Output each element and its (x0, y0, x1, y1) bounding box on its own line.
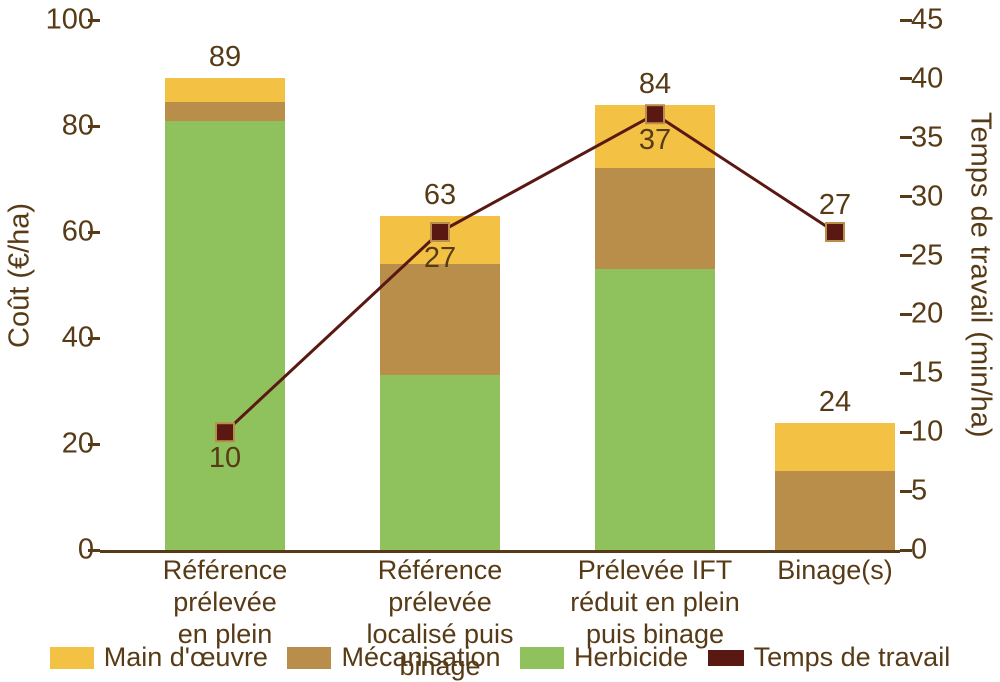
y2-tick-mark (900, 490, 912, 493)
y2-tick-mark (900, 431, 912, 434)
y2-tick-mark (900, 372, 912, 375)
y1-tick-mark (88, 19, 100, 22)
y2-tick: 10 (905, 418, 960, 447)
chart-container: Coût (€/ha) Temps de travail (min/ha) 02… (0, 0, 1000, 681)
y1-tick-mark (88, 549, 100, 552)
trend-line (225, 114, 835, 432)
y1-tick-mark (88, 231, 100, 234)
legend-swatch (287, 647, 331, 669)
line-value-label: 27 (424, 244, 456, 273)
y2-ticks: 051015202530354045 (905, 20, 960, 550)
category-label: Prélevée IFTréduit en pleinpuis binage (560, 555, 750, 651)
y2-tick: 15 (905, 359, 960, 388)
line-marker (431, 223, 449, 241)
y2-tick-mark (900, 77, 912, 80)
legend-swatch (708, 650, 744, 666)
y2-tick-mark (900, 136, 912, 139)
line-value-label: 37 (639, 126, 671, 155)
y2-tick-mark (900, 19, 912, 22)
legend-swatch (50, 647, 94, 669)
y2-tick-mark (900, 549, 912, 552)
legend-swatch (520, 647, 564, 669)
category-label: Binage(s) (740, 555, 930, 587)
y1-ticks: 020406080100 (45, 20, 100, 550)
y2-tick: 20 (905, 300, 960, 329)
y1-tick-mark (88, 443, 100, 446)
y2-tick-mark (900, 195, 912, 198)
legend: Main d'œuvre Mécanisation Herbicide Temps d… (40, 642, 960, 673)
line-marker (826, 223, 844, 241)
y2-tick: 40 (905, 64, 960, 93)
y2-tick-mark (900, 254, 912, 257)
y1-axis-title: Coût (€/ha) (0, 0, 40, 550)
legend-label: Temps de travail (754, 642, 951, 673)
legend-item-main_doeuvre: Main d'œuvre (50, 642, 268, 673)
y1-tick-mark (88, 125, 100, 128)
legend-item-mecanisation: Mécanisation (287, 642, 500, 673)
y2-tick: 5 (905, 477, 960, 506)
y2-tick-mark (900, 313, 912, 316)
line-marker (646, 105, 664, 123)
legend-label: Mécanisation (341, 642, 500, 673)
category-label: Référenceprélevéeen plein (130, 555, 320, 651)
y2-tick: 45 (905, 6, 960, 35)
y2-tick: 25 (905, 241, 960, 270)
line-marker (216, 423, 234, 441)
legend-label: Herbicide (574, 642, 688, 673)
line-value-label: 27 (819, 191, 851, 220)
y2-tick: 30 (905, 182, 960, 211)
legend-item-temps: Temps de travail (708, 642, 951, 673)
y1-tick-mark (88, 337, 100, 340)
y2-tick: 35 (905, 123, 960, 152)
line-value-label: 10 (209, 444, 241, 473)
legend-item-herbicide: Herbicide (520, 642, 688, 673)
y2-axis-title: Temps de travail (min/ha) (960, 0, 1000, 550)
plot-area: 89638424 10273727 (100, 20, 900, 553)
legend-label: Main d'œuvre (104, 642, 268, 673)
